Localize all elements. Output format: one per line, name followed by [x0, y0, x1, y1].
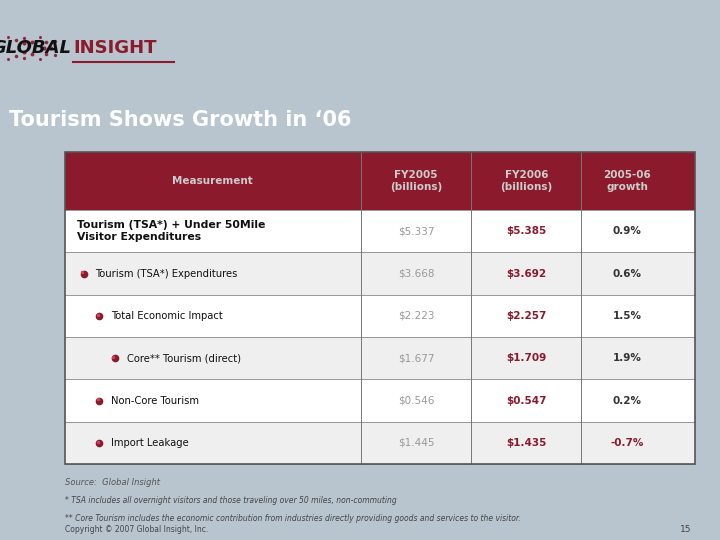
Text: Measurement: Measurement — [173, 176, 253, 186]
Text: 15: 15 — [680, 525, 691, 534]
Text: Non-Core Tourism: Non-Core Tourism — [111, 396, 199, 406]
Text: Tourism Shows Growth in ‘06: Tourism Shows Growth in ‘06 — [9, 110, 351, 130]
Text: INSIGHT: INSIGHT — [73, 39, 157, 57]
Text: Total Economic Impact: Total Economic Impact — [111, 311, 222, 321]
Text: FY2006
(billions): FY2006 (billions) — [500, 170, 552, 192]
Text: -0.7%: -0.7% — [611, 438, 644, 448]
Text: Tourism (TSA*) + Under 50Mile
Visitor Expenditures: Tourism (TSA*) + Under 50Mile Visitor Ex… — [78, 220, 266, 242]
Text: $1.435: $1.435 — [506, 438, 546, 448]
Text: $1.677: $1.677 — [397, 353, 434, 363]
Text: $1.445: $1.445 — [397, 438, 434, 448]
Text: Copyright © 2007 Global Insight, Inc.: Copyright © 2007 Global Insight, Inc. — [65, 525, 208, 534]
Text: $0.546: $0.546 — [398, 396, 434, 406]
Text: Tourism (TSA*) Expenditures: Tourism (TSA*) Expenditures — [95, 268, 238, 279]
Text: FY2005
(billions): FY2005 (billions) — [390, 170, 442, 192]
Text: Import Leakage: Import Leakage — [111, 438, 189, 448]
Text: 1.5%: 1.5% — [613, 311, 642, 321]
Text: Core** Tourism (direct): Core** Tourism (direct) — [127, 353, 240, 363]
Text: 0.2%: 0.2% — [613, 396, 642, 406]
Text: * TSA includes all overnight visitors and those traveling over 50 miles, non-com: * TSA includes all overnight visitors an… — [65, 496, 397, 505]
Text: $2.257: $2.257 — [506, 311, 546, 321]
Text: $3.668: $3.668 — [397, 268, 434, 279]
Text: $3.692: $3.692 — [506, 268, 546, 279]
Text: $0.547: $0.547 — [506, 396, 546, 406]
Text: $5.337: $5.337 — [397, 226, 434, 236]
Text: 1.9%: 1.9% — [613, 353, 642, 363]
Text: $5.385: $5.385 — [506, 226, 546, 236]
Text: 0.6%: 0.6% — [613, 268, 642, 279]
Text: ** Core Tourism includes the economic contribution from industries directly prov: ** Core Tourism includes the economic co… — [65, 514, 521, 523]
Text: $1.709: $1.709 — [506, 353, 546, 363]
Text: GLOBAL: GLOBAL — [0, 39, 71, 57]
Text: 0.9%: 0.9% — [613, 226, 642, 236]
Text: $2.223: $2.223 — [397, 311, 434, 321]
Text: 2005-06
growth: 2005-06 growth — [603, 170, 651, 192]
Text: Source:  Global Insight: Source: Global Insight — [65, 478, 160, 487]
